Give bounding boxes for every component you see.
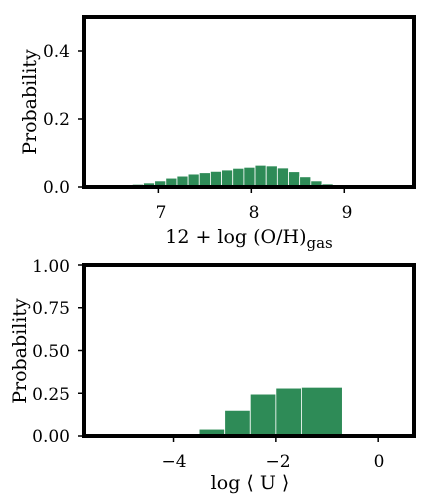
logu-plot-frame: [82, 263, 416, 438]
oh-histogram-bar: [232, 167, 245, 188]
oh-plot-frame: [82, 15, 416, 189]
logu-histogram-bar: [224, 409, 251, 437]
logu-x-axis-label: log ⟨ U ⟩: [211, 472, 290, 494]
oh-y-axis-label: Probability: [19, 49, 41, 155]
oh-histogram-bar: [198, 172, 211, 188]
logu-xtick-label: −4: [161, 452, 186, 472]
logu-ytick-label: 0.75: [32, 299, 70, 319]
logu-ytick-label: 0.00: [32, 427, 70, 447]
oh-histogram-bar: [276, 167, 289, 188]
oh-histogram-bar: [265, 165, 278, 188]
panel-oh: 7 8 9 0.0 0.2 0.4 Probability 12 + log (…: [19, 15, 416, 252]
oh-histogram-bar: [221, 169, 234, 188]
oh-ytick-label: 0.4: [43, 42, 70, 62]
oh-histogram-bar: [254, 164, 267, 188]
oh-x-axis-label: 12 + log (O/H)gas: [165, 226, 333, 252]
oh-xtick-label: 8: [249, 203, 260, 223]
logu-xtick-label: 0: [374, 452, 385, 472]
logu-histogram-bar: [275, 387, 302, 437]
oh-xtick-label: 7: [156, 203, 167, 223]
logu-ytick-label: 0.50: [32, 342, 70, 362]
logu-y-axis-label: Probability: [9, 298, 31, 404]
oh-histogram-bars: [120, 164, 345, 188]
oh-histogram-bar: [243, 166, 256, 188]
logu-ytick-label: 1.00: [32, 257, 70, 277]
oh-x-axis-label-subscript: gas: [307, 234, 333, 252]
oh-xtick-label: 9: [342, 203, 353, 223]
logu-histogram-bars: [198, 386, 343, 437]
oh-histogram-bar: [288, 171, 301, 188]
oh-histogram-bar: [210, 170, 222, 188]
logu-ytick-label: 0.25: [32, 385, 70, 405]
oh-ytick-label: 0.0: [43, 178, 70, 198]
logu-histogram-bar: [301, 386, 343, 437]
logu-xtick-label: −2: [265, 452, 290, 472]
oh-ytick-label: 0.2: [43, 110, 70, 130]
oh-x-axis-label-main: 12 + log (O/H): [165, 226, 306, 248]
panel-logu: −4 −2 0 0.00 0.25 0.50 0.75 1.00 Probabi…: [9, 257, 416, 494]
logu-histogram-bar: [249, 393, 277, 437]
